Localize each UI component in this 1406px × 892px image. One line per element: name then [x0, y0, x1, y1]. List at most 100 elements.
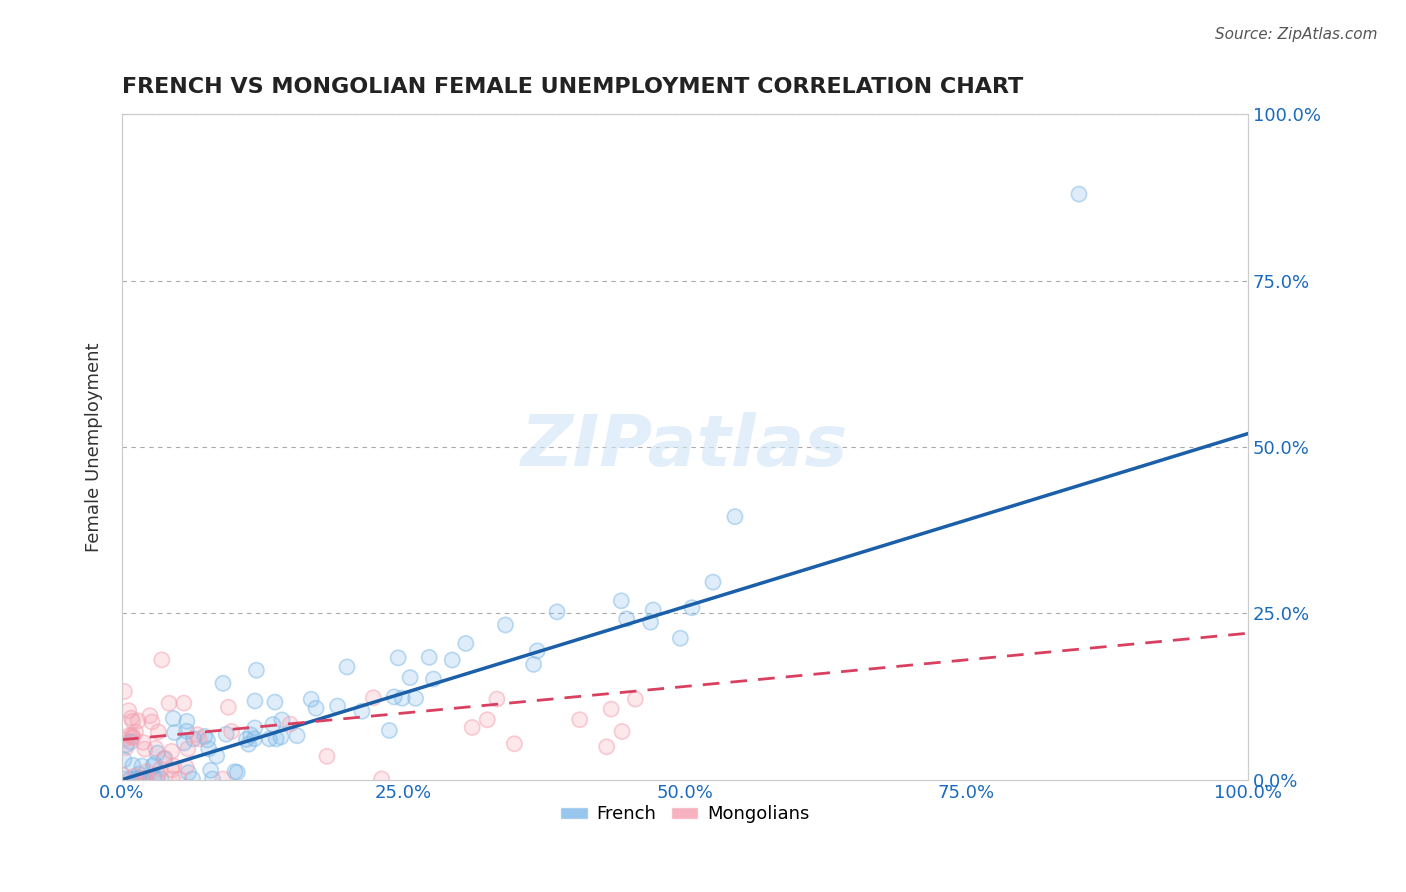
French — [146, 746, 169, 760]
Mongolians — [596, 739, 619, 754]
Mongolians — [600, 702, 623, 716]
Point — [461, 721, 484, 735]
Point — [201, 772, 224, 786]
French — [1067, 187, 1090, 202]
French — [422, 672, 444, 686]
Mongolians — [461, 721, 484, 735]
French — [285, 729, 308, 743]
Mongolians — [150, 653, 173, 667]
Point — [596, 739, 619, 754]
Point — [271, 713, 294, 727]
French — [616, 612, 638, 626]
French — [176, 714, 198, 729]
Point — [405, 691, 427, 706]
Point — [157, 696, 180, 710]
Mongolians — [132, 735, 155, 749]
Point — [503, 737, 526, 751]
Point — [702, 575, 724, 590]
Point — [640, 615, 662, 630]
French — [391, 691, 413, 706]
Point — [134, 772, 156, 786]
Mongolians — [610, 724, 633, 739]
French — [120, 735, 142, 749]
Y-axis label: Female Unemployment: Female Unemployment — [86, 343, 103, 551]
French — [262, 717, 284, 731]
Text: ZIPatlas: ZIPatlas — [522, 412, 849, 482]
Point — [163, 725, 186, 739]
Mongolians — [477, 713, 499, 727]
French — [640, 615, 662, 630]
Mongolians — [148, 724, 170, 739]
Point — [115, 740, 138, 755]
Mongolians — [120, 711, 142, 725]
Point — [153, 752, 176, 766]
French — [212, 676, 235, 690]
French — [239, 728, 262, 742]
Point — [125, 772, 148, 786]
French — [122, 758, 145, 772]
Point — [224, 764, 246, 779]
French — [399, 671, 422, 685]
Mongolians — [124, 769, 146, 783]
Point — [1067, 187, 1090, 202]
French — [243, 721, 266, 735]
Point — [299, 692, 322, 706]
Point — [124, 725, 146, 739]
Point — [391, 691, 413, 706]
Point — [724, 509, 747, 524]
Point — [121, 731, 143, 745]
French — [238, 737, 260, 751]
Point — [163, 759, 186, 773]
Point — [270, 730, 292, 744]
Point — [112, 772, 135, 786]
Mongolians — [139, 708, 162, 723]
French — [142, 772, 165, 786]
Point — [212, 772, 235, 786]
Mongolians — [177, 742, 200, 756]
Point — [259, 731, 281, 746]
Mongolians — [371, 772, 394, 786]
Point — [643, 603, 665, 617]
Mongolians — [121, 731, 143, 745]
Point — [454, 636, 477, 650]
Mongolians — [145, 741, 167, 756]
Point — [120, 735, 142, 749]
Point — [118, 728, 141, 742]
Mongolians — [115, 740, 138, 755]
Point — [177, 765, 200, 780]
Point — [135, 772, 157, 786]
Point — [197, 733, 219, 747]
Point — [150, 772, 173, 786]
French — [405, 691, 427, 706]
Point — [305, 701, 328, 715]
Point — [146, 746, 169, 760]
Point — [139, 708, 162, 723]
Point — [371, 772, 394, 786]
Point — [145, 772, 167, 786]
Mongolians — [503, 737, 526, 751]
Point — [160, 744, 183, 758]
Point — [326, 699, 349, 714]
Point — [173, 696, 195, 710]
Mongolians — [485, 692, 508, 706]
French — [299, 692, 322, 706]
Point — [150, 653, 173, 667]
French — [669, 632, 692, 646]
Point — [681, 600, 703, 615]
French — [526, 644, 548, 658]
Point — [134, 742, 156, 756]
Point — [176, 724, 198, 739]
Point — [363, 690, 385, 705]
French — [125, 772, 148, 786]
Mongolians — [112, 768, 135, 782]
French — [112, 753, 135, 767]
Point — [546, 605, 568, 619]
Point — [115, 738, 138, 752]
Point — [162, 772, 184, 786]
Mongolians — [121, 728, 143, 742]
Point — [127, 771, 149, 785]
French — [134, 772, 156, 786]
Mongolians — [278, 717, 301, 731]
Point — [245, 663, 267, 677]
French — [143, 756, 166, 771]
